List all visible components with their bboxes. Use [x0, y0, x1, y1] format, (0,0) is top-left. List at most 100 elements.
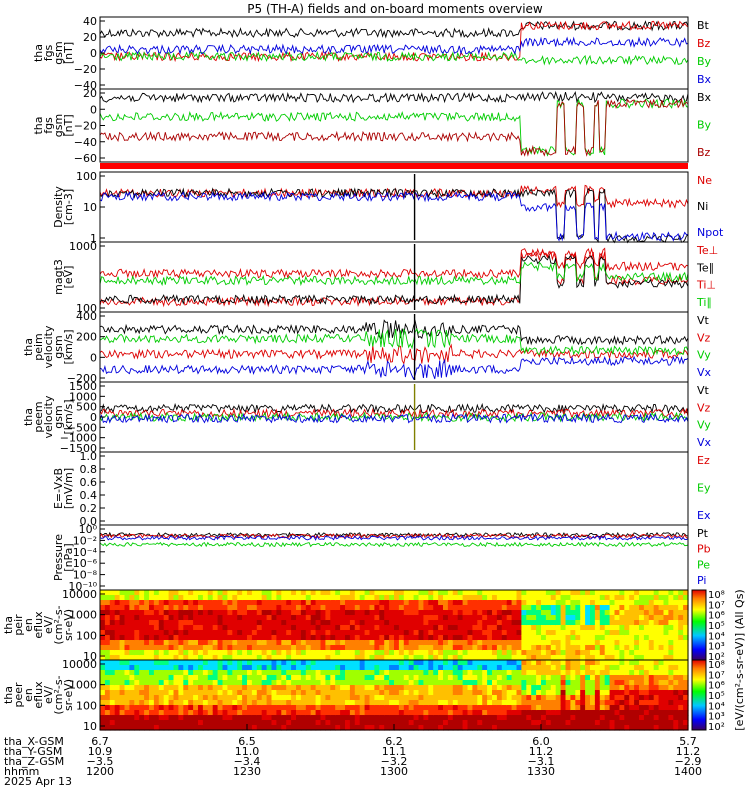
y-tick-label: 10000 — [62, 588, 97, 601]
series-peim-velocity-Vz — [99, 343, 689, 365]
x-row-value: 6.0 — [532, 735, 550, 748]
panel-fgs-dsl: 20 0 −20 −40 −60 thafgsgsm[nT] Bx By Bz — [32, 87, 712, 165]
x-row-value: 11.2 — [676, 745, 701, 758]
y-tick-label: 0.2 — [80, 502, 98, 515]
y-tick-label: 0.0 — [80, 515, 98, 528]
panel-efield: 1.00.80.60.40.20.0 E=-VxB[mV/m] Ez Ey Ex — [52, 450, 711, 528]
x-row-label: tha_Z-GSM — [4, 755, 64, 768]
colorbar-tick: 10² — [708, 722, 725, 733]
y-tick-label: 1000 — [69, 390, 97, 403]
legend-efield-Ex: Ex — [697, 509, 711, 522]
series-temperature-Ti⊥ — [99, 247, 689, 280]
y-axis-label: thapeerenefluxeV/(cm²-s-sr-eV) — [2, 675, 75, 714]
y-tick-label: 0 — [90, 411, 97, 424]
y-tick-label: 500 — [76, 401, 97, 414]
x-row-value: −3.5 — [87, 755, 114, 768]
y-tick-label: 0.4 — [80, 489, 98, 502]
series-pressure-Pi — [99, 535, 689, 541]
y-tick-label: 20 — [83, 87, 97, 100]
series-peem-velocity-Vz — [99, 407, 689, 420]
legend-fgs-gsm-Bt: Bt — [697, 19, 710, 32]
y-tick-label: −60 — [74, 152, 97, 165]
y-axis-label: Pressure[nPa] — [52, 534, 75, 581]
x-row-label: hhmm — [4, 765, 39, 778]
y-tick-label: −1000 — [60, 432, 97, 445]
y-axis-label: magt3[eV] — [52, 259, 75, 295]
y-tick-label: 10 — [83, 720, 97, 733]
legend-peim-velocity-Vx: Vx — [697, 366, 712, 379]
legend-fgs-gsm-By: By — [697, 55, 712, 68]
series-density-Ni — [99, 187, 689, 244]
y-tick-label: 10⁻² — [73, 534, 97, 547]
series-peim-velocity-Vt — [99, 319, 689, 346]
y-tick-label: 200 — [76, 331, 97, 344]
series-pressure-Pe — [99, 541, 689, 548]
legend-fgs-dsl-Bz: Bz — [697, 146, 711, 159]
y-tick-label: 1000 — [69, 609, 97, 622]
y-tick-label: 100 — [76, 699, 97, 712]
legend-peem-velocity-Vt: Vt — [697, 384, 710, 397]
x-row-label: tha_X-GSM — [4, 735, 64, 748]
series-temperature-Ti∥ — [99, 261, 689, 287]
y-tick-label: 10⁻¹⁰ — [68, 580, 97, 593]
y-tick-label: 1000 — [69, 679, 97, 692]
series-peim-velocity-Vy — [99, 327, 689, 356]
y-tick-label: 10 — [83, 650, 97, 663]
colorbar-tick: 10⁵ — [708, 691, 725, 702]
y-tick-label: 100 — [76, 170, 97, 183]
colorbar-label: [eV/(cm²-s-sr-eV)] (All Qs) — [733, 589, 746, 730]
panel-frame — [99, 311, 689, 383]
x-row-value: 1400 — [674, 765, 702, 778]
y-axis-label: thapeemvelocitygsm[km/s] — [22, 395, 75, 438]
y-tick-label: −20 — [74, 63, 97, 76]
panel-frame — [99, 524, 689, 591]
series-fgs-gsm-Bt — [99, 20, 689, 39]
series-peem-velocity-Vx — [99, 412, 689, 424]
y-tick-label: 400 — [76, 310, 97, 323]
series-temperature-Te∥ — [99, 254, 689, 305]
colorbar-tick: 10⁷ — [708, 670, 725, 681]
legend-pressure-Pt: Pt — [697, 527, 709, 540]
panel-frame — [99, 451, 689, 526]
series-fgs-gsm-Bx — [99, 36, 689, 56]
legend-pressure-Pi: Pi — [697, 574, 706, 587]
colorbar: 10⁸10⁷10⁶10⁵10⁴10³10²10⁸10⁷10⁶10⁵10⁴10³1… — [691, 589, 746, 733]
chart-title: P5 (TH-A) fields and on-board moments ov… — [247, 2, 543, 16]
y-tick-label: −200 — [67, 372, 97, 385]
legend-peem-velocity-Vy: Vy — [697, 419, 711, 432]
y-axis-label: thapeirenefluxeV/(cm²-s-sr-eV) — [2, 605, 75, 644]
x-row-value: −2.9 — [675, 755, 702, 768]
series-fgs-dsl-Bz — [99, 97, 689, 157]
y-tick-label: 10000 — [62, 658, 97, 671]
y-axis-label: thafgsgsm[nT] — [32, 114, 75, 137]
x-row-value: 5.7 — [679, 735, 697, 748]
panel-density: 100 10 1 Density[cm-3] Ne Ni Npot — [52, 170, 724, 245]
x-row-value: −3.2 — [381, 755, 408, 768]
colorbar-tick: 10⁸ — [708, 660, 725, 671]
x-row-value: 1330 — [527, 765, 555, 778]
legend-temperature-Ti⊥: Ti⊥ — [696, 279, 716, 292]
series-density-Npot — [99, 191, 689, 242]
legend-pressure-Pb: Pb — [697, 543, 711, 556]
series-peem-velocity-Vy — [99, 411, 689, 423]
y-tick-label: 100 — [76, 302, 97, 315]
panels-group: 40200−20−40thafgsgsm[nT]BtBzByBx200−20−4… — [2, 15, 746, 733]
x-row-value: 11.1 — [382, 745, 407, 758]
legend-peim-velocity-Vt: Vt — [697, 314, 710, 327]
colorbar-tick: 10⁶ — [708, 681, 725, 692]
colorbar-tick: 10² — [708, 652, 725, 663]
colorbar-tick: 10⁸ — [708, 590, 725, 601]
series-peim-velocity-Vx — [99, 355, 689, 381]
y-tick-label: 0.8 — [80, 463, 98, 476]
y-tick-label: 100 — [76, 629, 97, 642]
legend-efield-Ez: Ez — [697, 454, 710, 467]
legend-peim-velocity-Vy: Vy — [697, 349, 711, 362]
x-row-value: −3.4 — [234, 755, 261, 768]
y-tick-label: 20 — [83, 31, 97, 44]
x-row-value: 6.5 — [238, 735, 256, 748]
x-axis-group: tha_X-GSM 6.7 6.5 6.2 6.0 5.7 tha_Y-GSM 10.9 11.… — [4, 724, 702, 788]
y-axis-label: E=-VxB[mV/m] — [52, 468, 75, 509]
panel-fgs-gsm: 40 20 0 −20 −40 thafgsgsm[nT] Bt Bz By Bx — [32, 15, 712, 92]
y-tick-label: 1.0 — [80, 450, 98, 463]
